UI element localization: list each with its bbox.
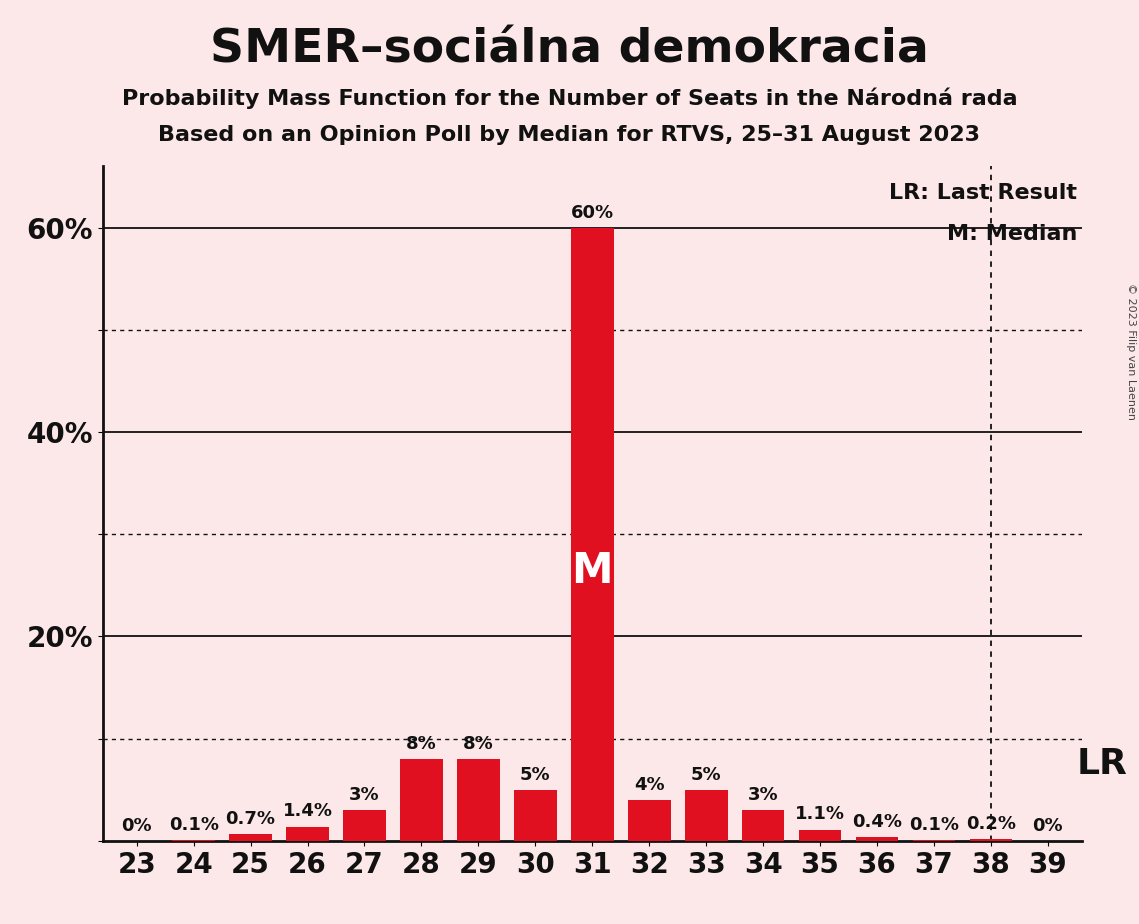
- Bar: [514, 790, 557, 841]
- Text: M: M: [572, 550, 613, 592]
- Text: 1.1%: 1.1%: [795, 806, 845, 823]
- Text: 0.4%: 0.4%: [852, 812, 902, 831]
- Text: 0.1%: 0.1%: [169, 816, 219, 833]
- Bar: [798, 830, 842, 841]
- Bar: [741, 810, 785, 841]
- Bar: [286, 827, 329, 841]
- Text: 4%: 4%: [634, 776, 664, 794]
- Bar: [343, 810, 386, 841]
- Bar: [969, 839, 1013, 841]
- Bar: [400, 760, 443, 841]
- Text: 0%: 0%: [1033, 817, 1063, 834]
- Bar: [229, 833, 272, 841]
- Text: Based on an Opinion Poll by Median for RTVS, 25–31 August 2023: Based on an Opinion Poll by Median for R…: [158, 125, 981, 145]
- Bar: [685, 790, 728, 841]
- Text: © 2023 Filip van Laenen: © 2023 Filip van Laenen: [1126, 283, 1136, 419]
- Bar: [628, 800, 671, 841]
- Text: LR: LR: [1076, 748, 1128, 781]
- Text: 0%: 0%: [122, 817, 151, 834]
- Text: 8%: 8%: [464, 735, 493, 753]
- Text: LR: Last Result: LR: Last Result: [890, 183, 1077, 203]
- Text: SMER–sociálna demokracia: SMER–sociálna demokracia: [210, 28, 929, 73]
- Text: 3%: 3%: [748, 786, 778, 804]
- Text: 0.2%: 0.2%: [966, 815, 1016, 833]
- Text: 60%: 60%: [571, 203, 614, 222]
- Text: M: Median: M: Median: [947, 224, 1077, 244]
- Text: 0.1%: 0.1%: [909, 816, 959, 833]
- Text: 0.7%: 0.7%: [226, 809, 276, 828]
- Text: 5%: 5%: [691, 766, 721, 784]
- Bar: [571, 227, 614, 841]
- Bar: [457, 760, 500, 841]
- Text: 3%: 3%: [350, 786, 379, 804]
- Text: 5%: 5%: [521, 766, 550, 784]
- Text: Probability Mass Function for the Number of Seats in the Národná rada: Probability Mass Function for the Number…: [122, 88, 1017, 109]
- Bar: [172, 840, 215, 841]
- Bar: [912, 840, 956, 841]
- Bar: [855, 837, 899, 841]
- Text: 8%: 8%: [407, 735, 436, 753]
- Text: 1.4%: 1.4%: [282, 802, 333, 821]
